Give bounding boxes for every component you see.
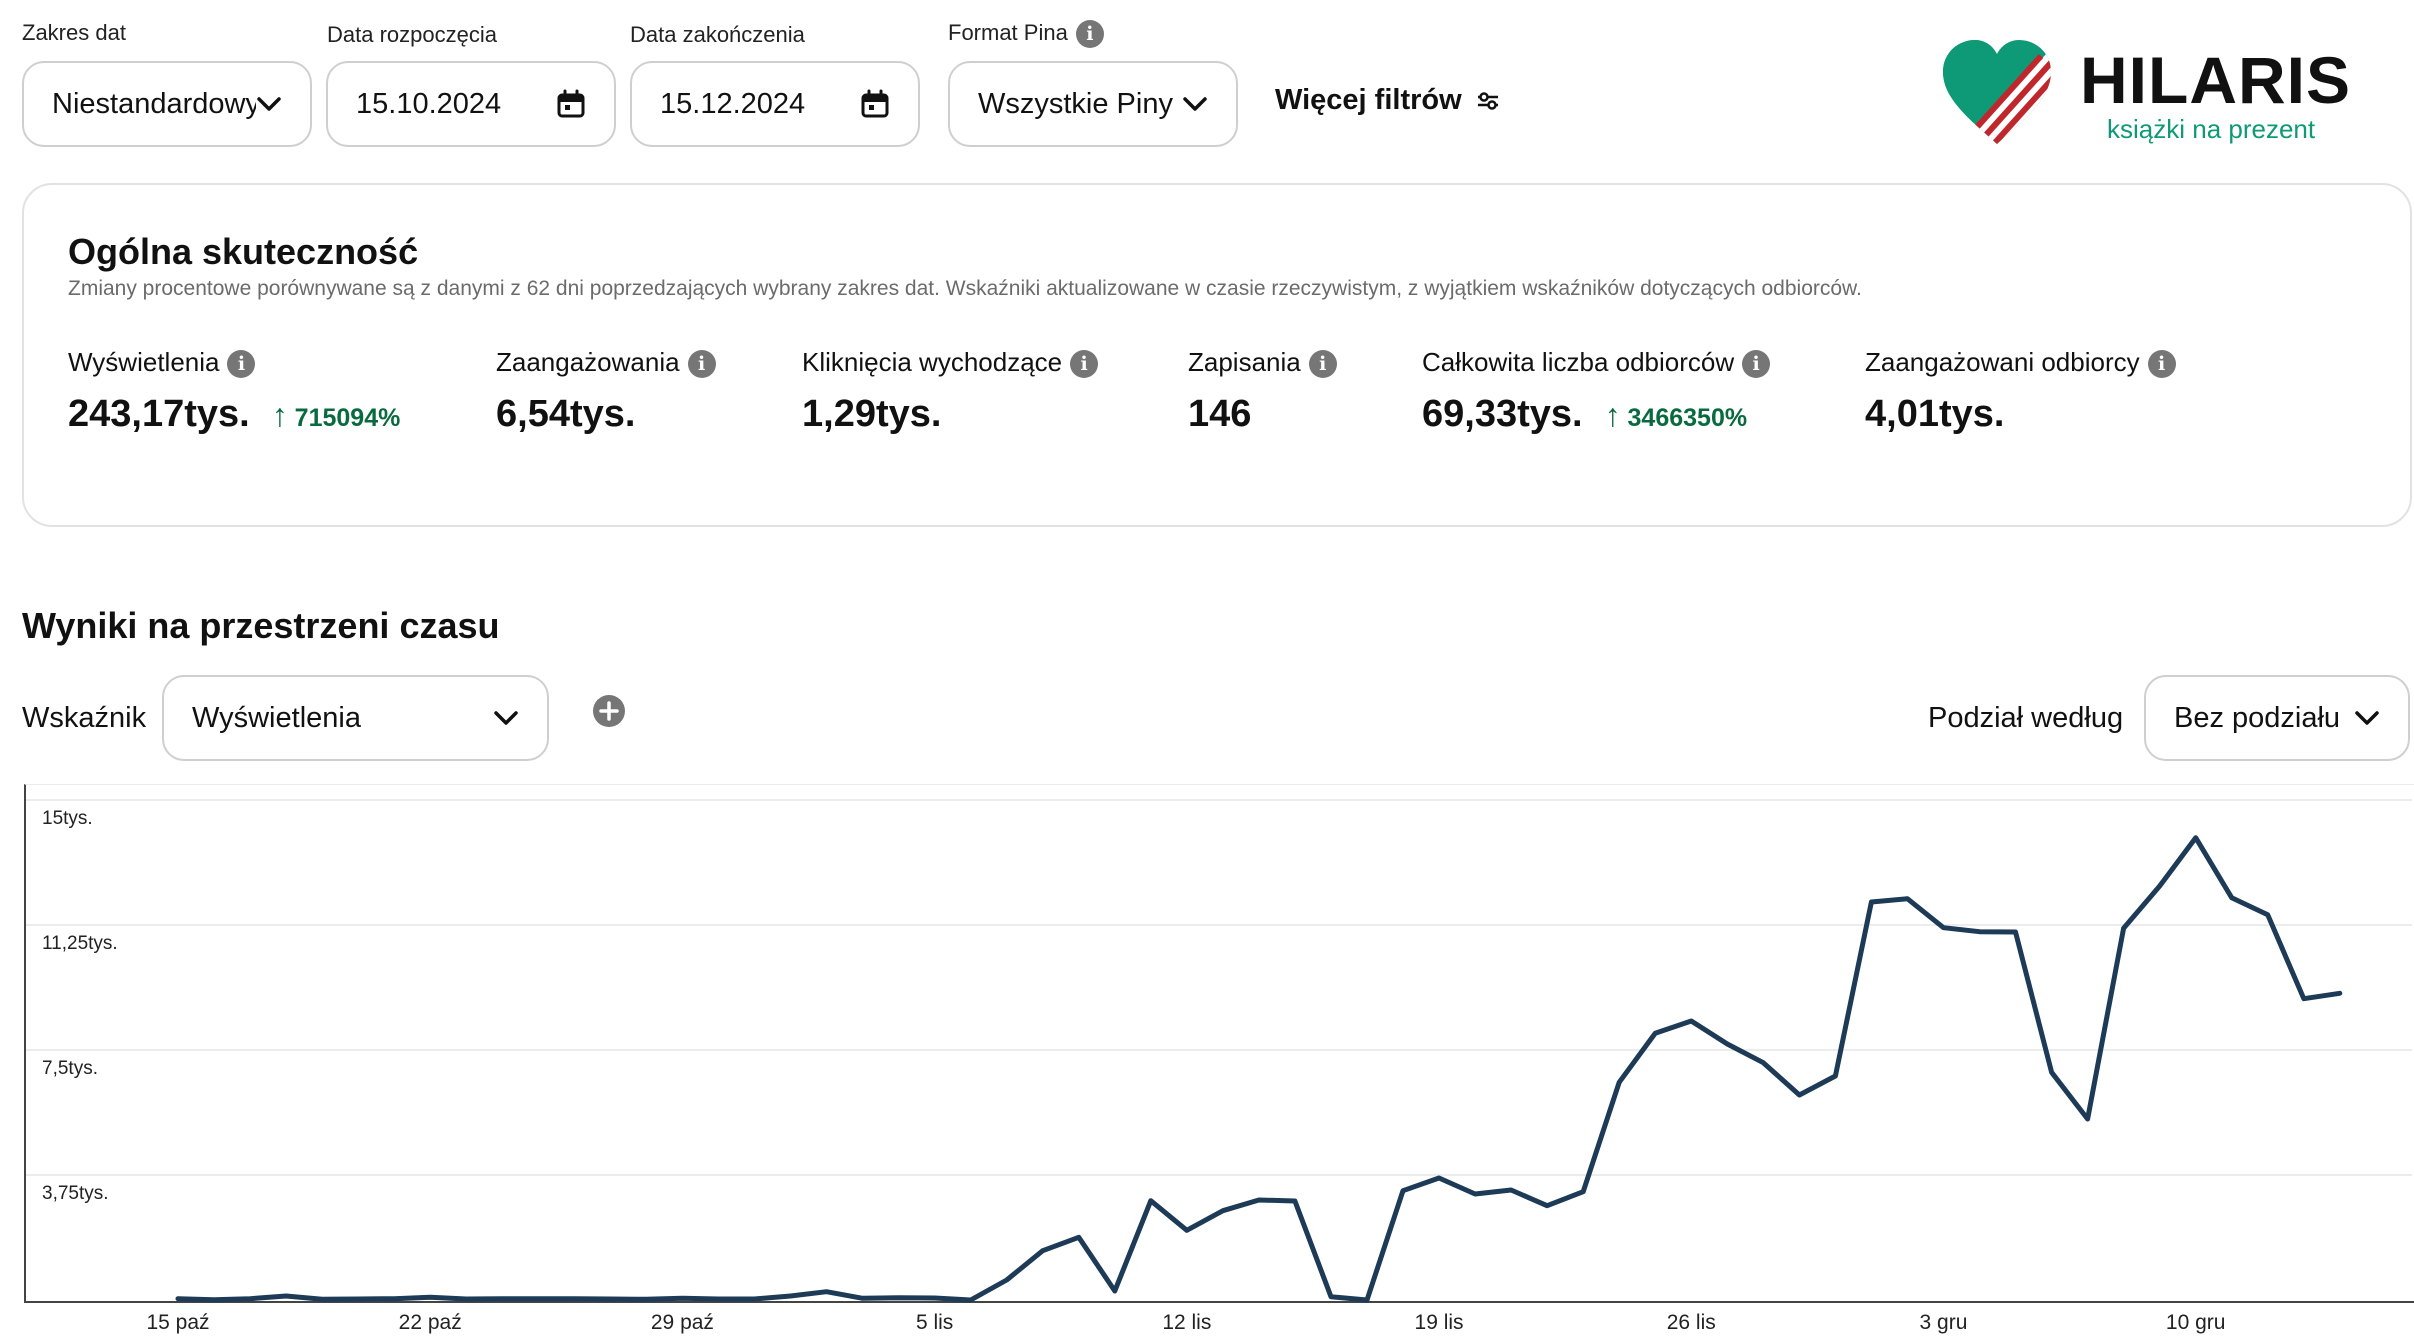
metric-change: ↑ 3466350% [1605, 397, 1748, 433]
split-select-value: Bez podziału [2174, 701, 2341, 734]
info-icon[interactable]: i [1070, 350, 1099, 379]
sliders-icon [1477, 91, 1498, 110]
pin-format-select[interactable]: Wszystkie Piny [948, 61, 1238, 147]
metric-label: Zaangażowani odbiorcy i [1865, 347, 2176, 379]
x-tick-label: 29 paź [650, 1311, 714, 1334]
end-date-field[interactable]: 15.12.2024 [630, 61, 920, 147]
metric-label: Kliknięcia wychodzące i [802, 347, 1099, 379]
more-filters-label: Więcej filtrów [1275, 84, 1462, 116]
info-icon[interactable]: i [687, 350, 716, 379]
chart-area [24, 784, 2414, 1303]
date-range-value: Niestandardowy [52, 87, 256, 120]
overview-subtitle: Zmiany procentowe porównywane są z danym… [68, 277, 1862, 300]
metric-value: 243,17tys. ↑ 715094% [68, 393, 400, 436]
x-tick-label: 3 gru [1919, 1311, 1968, 1334]
split-select-label: Podział według [1928, 702, 2124, 734]
metric-label: Zapisania i [1188, 347, 1337, 379]
metric-label-text: Całkowita liczba odbiorców [1422, 347, 1735, 377]
more-filters-button[interactable]: Więcej filtrów [1275, 84, 1500, 117]
y-tick-label: 3,75tys. [42, 1183, 109, 1204]
x-tick-label: 19 lis [1414, 1311, 1464, 1334]
metric-label-text: Kliknięcia wychodzące [802, 347, 1063, 377]
add-metric-icon[interactable] [591, 693, 627, 729]
start-date-label: Data rozpoczęcia [327, 22, 497, 47]
metric-value: 69,33tys. ↑ 3466350% [1422, 393, 1747, 436]
metric-value: 146 [1188, 393, 1252, 435]
info-icon[interactable]: i [227, 350, 256, 379]
metric-label: Wyświetlenia i [68, 347, 256, 379]
chevron-down-icon [1183, 97, 1207, 111]
brand-tagline: książki na prezent [2107, 114, 2316, 144]
arrow-up-icon: ↑ [1604, 397, 1621, 433]
metric-value-text: 243,17tys. [68, 393, 250, 435]
chevron-down-icon [2355, 711, 2379, 725]
metric-value: 4,01tys. [1865, 393, 2005, 435]
overview-title: Ogólna skuteczność [68, 231, 419, 272]
start-date-field[interactable]: 15.10.2024 [326, 61, 616, 147]
x-tick-label: 22 paź [398, 1311, 462, 1334]
metric-label-text: Zapisania [1188, 347, 1301, 377]
metric-change-text: 715094% [294, 404, 401, 432]
pin-format-value: Wszystkie Piny [978, 87, 1173, 120]
pin-format-label-text: Format Pina [948, 20, 1068, 45]
y-tick-label: 15tys. [42, 808, 93, 829]
end-date-label: Data zakończenia [630, 22, 805, 47]
metric-change-text: 3466350% [1627, 404, 1748, 432]
overview-card: Ogólna skuteczność Zmiany procentowe por… [22, 183, 2412, 527]
pin-format-label: Format Pina i [948, 20, 1104, 49]
metric-select[interactable]: Wyświetlenia [162, 675, 549, 761]
split-select[interactable]: Bez podziału [2144, 675, 2410, 761]
metric-value-text: 69,33tys. [1422, 393, 1583, 435]
info-icon[interactable]: i [1075, 20, 1104, 49]
series-line[interactable] [175, 835, 2343, 1303]
date-range-label: Zakres dat [22, 20, 126, 45]
metric-select-value: Wyświetlenia [192, 701, 361, 734]
metric-label: Zaangażowania i [496, 347, 716, 379]
x-tick-label: 26 lis [1666, 1311, 1716, 1334]
y-tick-label: 11,25tys. [42, 933, 118, 954]
metric-value: 6,54tys. [496, 393, 636, 435]
x-tick-label: 10 gru [2165, 1311, 2226, 1334]
calendar-icon[interactable] [860, 89, 890, 119]
x-tick-label: 12 lis [1162, 1311, 1212, 1334]
metric-label-text: Zaangażowania [496, 347, 680, 377]
metric-label-text: Wyświetlenia [68, 347, 220, 377]
x-tick-label: 15 paź [146, 1311, 210, 1334]
info-icon[interactable]: i [1742, 350, 1771, 379]
chevron-down-icon [257, 97, 281, 111]
metric-value: 1,29tys. [802, 393, 942, 435]
heart-logo-icon [1943, 40, 2051, 144]
x-tick-label: 5 lis [915, 1311, 954, 1334]
brand-logo: HILARIS książki na prezent [1935, 36, 2385, 146]
metric-change: ↑ 715094% [272, 397, 401, 433]
arrow-up-icon: ↑ [271, 397, 288, 433]
metric-label: Całkowita liczba odbiorców i [1422, 347, 1771, 379]
chevron-down-icon [494, 711, 518, 725]
brand-name: HILARIS [2080, 43, 2351, 117]
date-range-select[interactable]: Niestandardowy [22, 61, 312, 147]
info-icon[interactable]: i [1308, 350, 1337, 379]
metric-label-text: Zaangażowani odbiorcy [1865, 347, 2140, 377]
calendar-icon[interactable] [556, 89, 586, 119]
end-date-value: 15.12.2024 [660, 87, 806, 120]
metric-select-label: Wskaźnik [22, 702, 147, 734]
start-date-value: 15.10.2024 [356, 87, 502, 120]
info-icon[interactable]: i [2147, 350, 2176, 379]
section-title: Wyniki na przestrzeni czasu [22, 605, 500, 646]
y-tick-label: 7,5tys. [42, 1058, 98, 1079]
